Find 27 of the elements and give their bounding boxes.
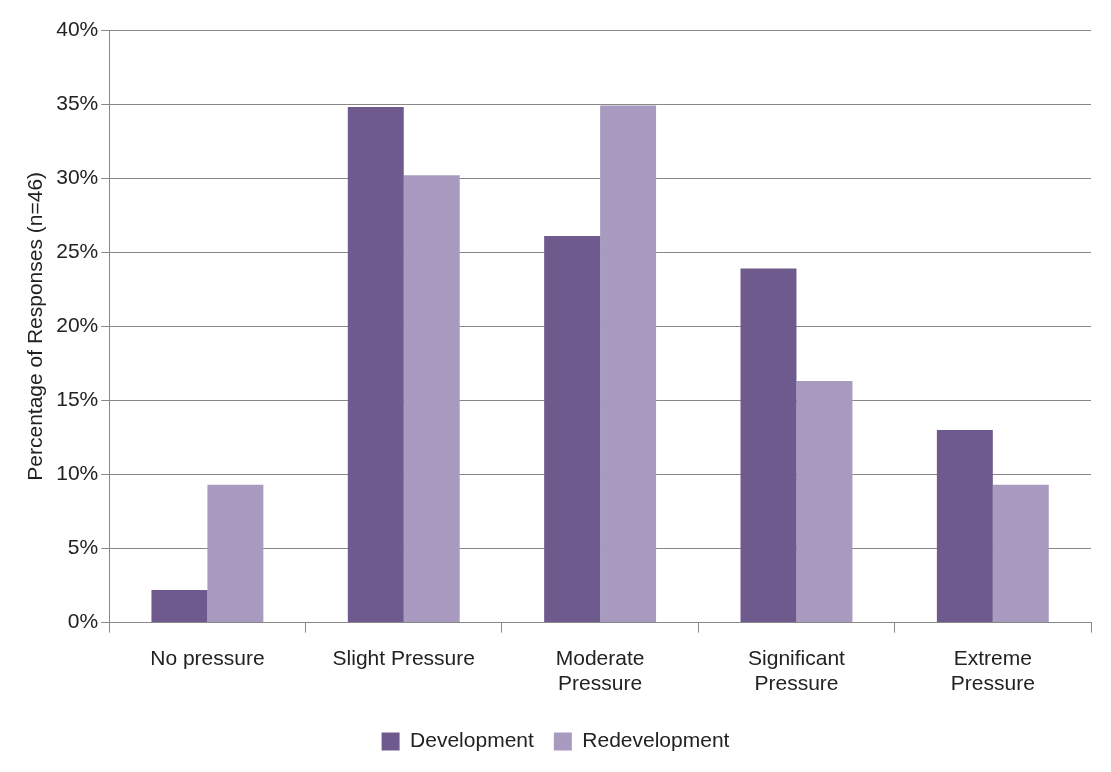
y-tick-label: 25% [56, 239, 99, 263]
y-axis-title: Percentage of Responses (n=46) [23, 171, 47, 481]
y-tick-label: 35% [56, 90, 99, 114]
x-tick-label: Extreme Pressure [950, 646, 1035, 695]
x-tick-label: Slight Pressure [332, 646, 475, 669]
bar [936, 430, 993, 623]
y-tick-label: 0% [67, 609, 99, 633]
y-tick-label: 5% [67, 535, 99, 559]
x-tick-label: Moderate Pressure [555, 646, 645, 695]
y-tick-label: 15% [56, 387, 99, 411]
bar [207, 484, 264, 623]
y-tick-label: 40% [56, 16, 99, 40]
bar [151, 590, 208, 623]
bar [992, 484, 1049, 623]
bar [796, 381, 853, 623]
bar [600, 105, 657, 623]
x-tick-label: Significant Pressure [748, 646, 846, 695]
legend-label: Development [410, 728, 534, 752]
bar [403, 175, 460, 623]
y-tick-label: 30% [56, 164, 99, 188]
bar [347, 107, 404, 623]
y-tick-label: 20% [56, 313, 99, 337]
x-tick-label: No pressure [150, 646, 265, 669]
y-tick-label: 10% [56, 461, 99, 485]
bar [544, 235, 601, 623]
legend-label: Redevelopment [582, 728, 730, 752]
bar [740, 268, 797, 623]
